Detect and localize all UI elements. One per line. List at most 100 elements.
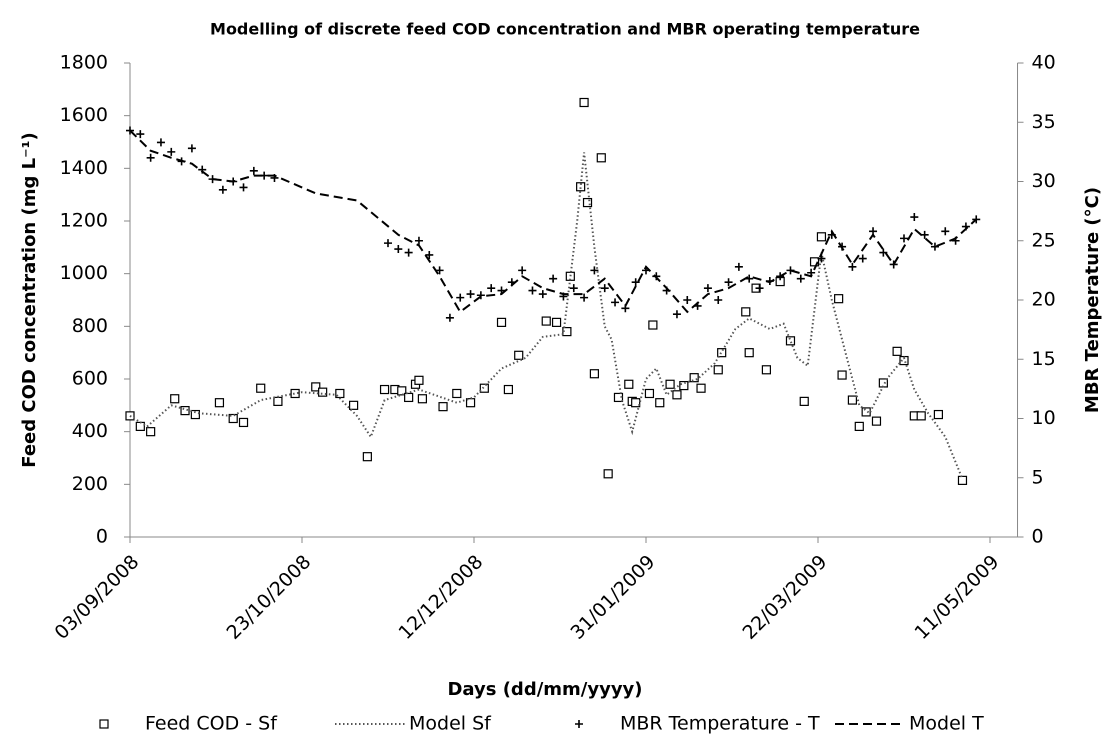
legend-label: Feed COD - Sf [145, 713, 278, 735]
data-point [445, 313, 454, 322]
data-point [239, 183, 248, 192]
data-point [916, 411, 926, 421]
data-point [228, 413, 238, 424]
data-line [129, 152, 964, 480]
data-point [146, 427, 156, 437]
data-point [972, 215, 981, 224]
data-point [665, 379, 675, 389]
legend-item: MBR Temperature - T [620, 713, 820, 735]
data-point [218, 185, 227, 194]
y-tick-label: 1600 [60, 104, 108, 126]
data-point [679, 380, 689, 391]
data-point [714, 296, 723, 304]
data-point [425, 250, 434, 259]
data-point [538, 290, 547, 299]
data-point [397, 386, 407, 396]
y-tick-label: 200 [72, 473, 108, 495]
data-point [238, 417, 249, 428]
data-point [466, 290, 475, 299]
data-point [549, 274, 558, 283]
data-point [476, 291, 485, 300]
x-tick-label: 23/10/2008 [222, 551, 315, 644]
data-point [861, 407, 871, 417]
data-point [957, 475, 968, 485]
y2-tick-label: 20 [1032, 289, 1056, 311]
data-point [858, 254, 867, 263]
data-point [799, 396, 809, 406]
data-point [541, 316, 551, 326]
y-tick-label: 400 [72, 420, 108, 442]
data-point [879, 248, 888, 257]
legend-label: Model T [909, 713, 984, 735]
x-tick-label: 12/12/2008 [394, 551, 487, 644]
data-point [631, 398, 641, 408]
data-point [170, 394, 180, 404]
data-point [496, 317, 507, 327]
data-point [167, 147, 176, 156]
y2-tick-label: 25 [1032, 229, 1056, 251]
data-point [576, 182, 586, 192]
data-point [847, 395, 858, 405]
x-tick-label: 31/01/2009 [566, 551, 659, 644]
data-point [514, 350, 524, 360]
legend-label: Model Sf [409, 713, 492, 735]
data-point [379, 384, 390, 395]
data-point [816, 232, 827, 242]
data-point [503, 384, 513, 395]
data-point [565, 271, 575, 281]
data-point [613, 392, 624, 403]
data-point [590, 266, 599, 275]
legend-item: Feed COD - Sf [145, 713, 278, 735]
x-tick-label: 03/09/2008 [50, 551, 143, 644]
x-tick-label: 11/05/2009 [910, 551, 1003, 644]
legend-label: MBR Temperature - T [620, 713, 820, 735]
y-tick-label: 1800 [60, 52, 108, 74]
data-point [249, 166, 258, 175]
data-point [703, 284, 712, 293]
data-point [479, 383, 489, 393]
data-point [404, 392, 414, 403]
data-point [933, 409, 944, 420]
data-point [648, 320, 658, 330]
y2-tick-label: 40 [1032, 52, 1056, 74]
y2-tick-label: 10 [1032, 407, 1056, 429]
data-point [755, 284, 764, 293]
data-point [672, 310, 681, 319]
y2-tick-label: 30 [1032, 170, 1056, 192]
data-point [435, 266, 444, 275]
data-point [589, 369, 600, 379]
data-point [744, 348, 754, 358]
data-point [452, 388, 462, 399]
data-point [837, 370, 847, 380]
data-point [724, 278, 733, 287]
data-point [734, 262, 743, 271]
data-point [156, 138, 165, 147]
data-point [809, 257, 820, 267]
data-point [551, 317, 562, 327]
y-tick-label: 1000 [60, 262, 108, 284]
y2-axis-title: MBR Temperature (°C) [1082, 187, 1103, 413]
y-tick-label: 800 [72, 315, 108, 337]
y2-tick-label: 5 [1032, 466, 1044, 488]
data-point [683, 296, 692, 304]
data-point [569, 284, 578, 293]
data-point [713, 365, 723, 375]
data-point [349, 400, 359, 410]
data-point [190, 409, 200, 420]
data-point [394, 245, 403, 254]
data-point [362, 452, 372, 462]
data-point [438, 402, 448, 412]
data-point [580, 293, 589, 302]
data-point [696, 383, 706, 393]
data-point [761, 365, 772, 375]
data-point [603, 469, 613, 479]
data-point [854, 421, 864, 431]
legend-item: Model T [835, 713, 984, 735]
data-point [404, 248, 413, 257]
data-point [796, 274, 805, 283]
data-point [136, 130, 145, 139]
data-point [487, 284, 496, 293]
data-point [910, 213, 919, 222]
y2-tick-label: 15 [1032, 348, 1056, 370]
